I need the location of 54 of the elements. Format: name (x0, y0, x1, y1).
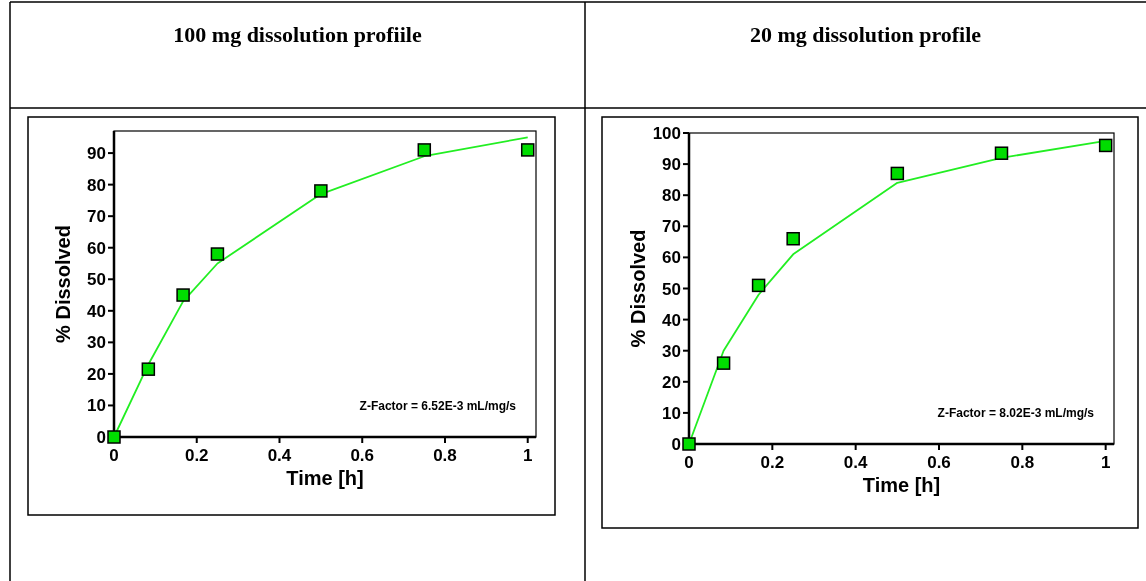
y-tick-label: 60 (87, 238, 106, 258)
annotation: Z-Factor = 8.02E-3 mL/mg/s (937, 406, 1095, 420)
point (994, 146, 1009, 160)
x-tick-label: 0.6 (927, 453, 951, 472)
y-tick-label: 60 (662, 248, 681, 268)
point (210, 247, 225, 261)
y-tick-label: 90 (662, 155, 681, 175)
y-tick-label: 0 (96, 428, 106, 447)
y-tick-label: 90 (87, 144, 106, 164)
x-tick-label: 0.2 (184, 446, 209, 465)
y-axis-title: % Dissolved (52, 225, 74, 343)
y-tick-label: 10 (662, 403, 681, 423)
x-tick-label: 0.2 (760, 453, 785, 472)
point (716, 356, 731, 370)
y-tick-label: 100 (652, 124, 681, 143)
chart-title: 100 mg dissolution profiile (173, 22, 422, 47)
point (890, 166, 905, 181)
point (520, 143, 535, 157)
y-tick-label: 70 (87, 207, 106, 227)
y-tick-label: 20 (662, 372, 681, 392)
x-tick-label: 0.8 (1010, 453, 1035, 472)
point (314, 184, 328, 198)
x-axis-title: Time [h] (286, 467, 364, 489)
x-tick-label: 0.6 (350, 446, 375, 465)
y-tick-label: 20 (87, 364, 106, 384)
x-tick-label: 1 (522, 446, 533, 465)
x-tick-label: 0 (684, 453, 694, 472)
x-axis-title: Time [h] (862, 474, 941, 496)
y-tick-label: 80 (662, 186, 681, 206)
point (417, 143, 432, 157)
y-tick-label: 40 (87, 301, 106, 321)
y-tick-label: 30 (662, 341, 681, 361)
point (141, 362, 156, 376)
point (1098, 138, 1113, 153)
point (107, 430, 121, 444)
y-tick-label: 50 (662, 279, 681, 299)
x-tick-label: 0.4 (843, 453, 869, 472)
point (176, 288, 190, 302)
y-tick-label: 10 (87, 396, 106, 416)
chart-title: 20 mg dissolution profile (749, 22, 982, 47)
x-tick-label: 0.4 (267, 446, 292, 465)
y-tick-label: 70 (662, 217, 681, 237)
y-tick-label: 80 (87, 175, 106, 195)
y-tick-label: 50 (87, 270, 106, 290)
point (751, 278, 766, 293)
annotation: Z-Factor = 6.52E-3 mL/mg/s (359, 399, 517, 413)
point (786, 231, 800, 246)
x-tick-label: 0 (109, 446, 119, 465)
y-tick-label: 30 (87, 333, 106, 353)
point (682, 437, 696, 451)
y-tick-label: 40 (662, 310, 681, 330)
y-axis-title: % Dissolved (627, 229, 649, 348)
x-tick-label: 0.8 (433, 446, 457, 465)
x-tick-label: 1 (1100, 453, 1111, 472)
